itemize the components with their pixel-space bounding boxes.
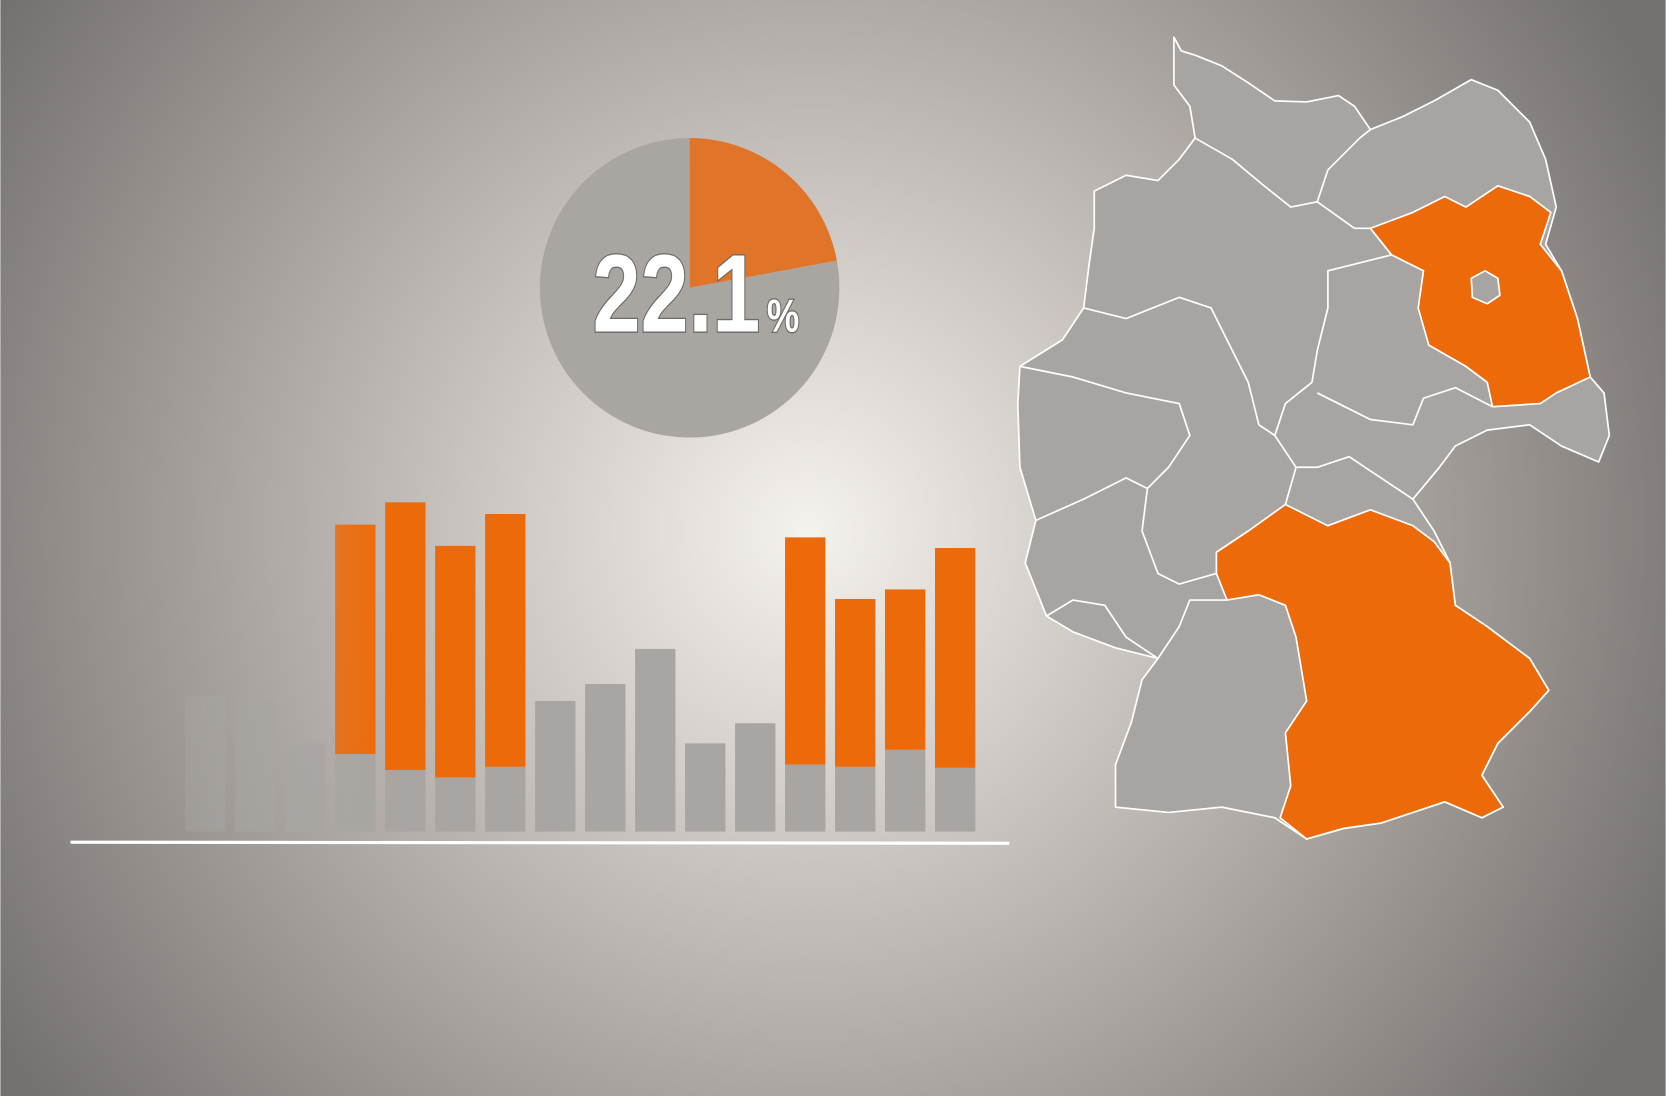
bar-segment: [185, 695, 226, 832]
baseline: [70, 840, 1010, 845]
map-border: [1035, 477, 1148, 522]
pie-label-group: 22.1%: [591, 230, 800, 356]
bar-segment: [235, 700, 276, 832]
pie-slice: [689, 138, 837, 288]
map-border: [1194, 128, 1371, 208]
bar-segment: [385, 769, 426, 832]
bar-segment: [685, 743, 726, 832]
map-border: [1296, 455, 1414, 500]
map-border: [1083, 296, 1297, 505]
bar-chart: [185, 502, 976, 832]
map-border: [1046, 599, 1159, 660]
bar-segment: [635, 648, 676, 832]
bar-segment: [585, 683, 626, 832]
bar-segment: [885, 749, 926, 832]
pie-value-label: 22.1%: [593, 231, 800, 355]
bar-segment: [285, 743, 326, 832]
bar-segment: [485, 514, 526, 767]
bar-segment: [435, 777, 476, 832]
map-border: [1157, 599, 1228, 659]
bar-segment: [385, 502, 426, 770]
map-region-berlin: [1470, 269, 1501, 305]
bar-segment: [335, 524, 376, 755]
bar-segment: [535, 700, 576, 832]
germany-map: [1016, 36, 1611, 840]
pie-chart: 22.1%: [539, 138, 840, 438]
map-border: [1316, 386, 1493, 426]
bar-segment: [885, 589, 926, 750]
bar-segment: [785, 764, 826, 832]
map-border: [1019, 365, 1217, 585]
bar-segment: [485, 766, 526, 832]
bar-segment: [435, 545, 476, 778]
bar-segment: [735, 723, 776, 832]
bar-segment: [935, 548, 976, 768]
map-border: [1273, 201, 1393, 436]
bar-segment: [335, 754, 376, 832]
pie-slice: [539, 138, 840, 438]
bar-segment: [785, 537, 826, 765]
bar-group: [185, 502, 976, 832]
bar-segment: [835, 766, 876, 832]
bar-segment: [935, 767, 976, 832]
bar-segment: [835, 598, 876, 767]
map-region-bavaria: [1215, 503, 1550, 840]
